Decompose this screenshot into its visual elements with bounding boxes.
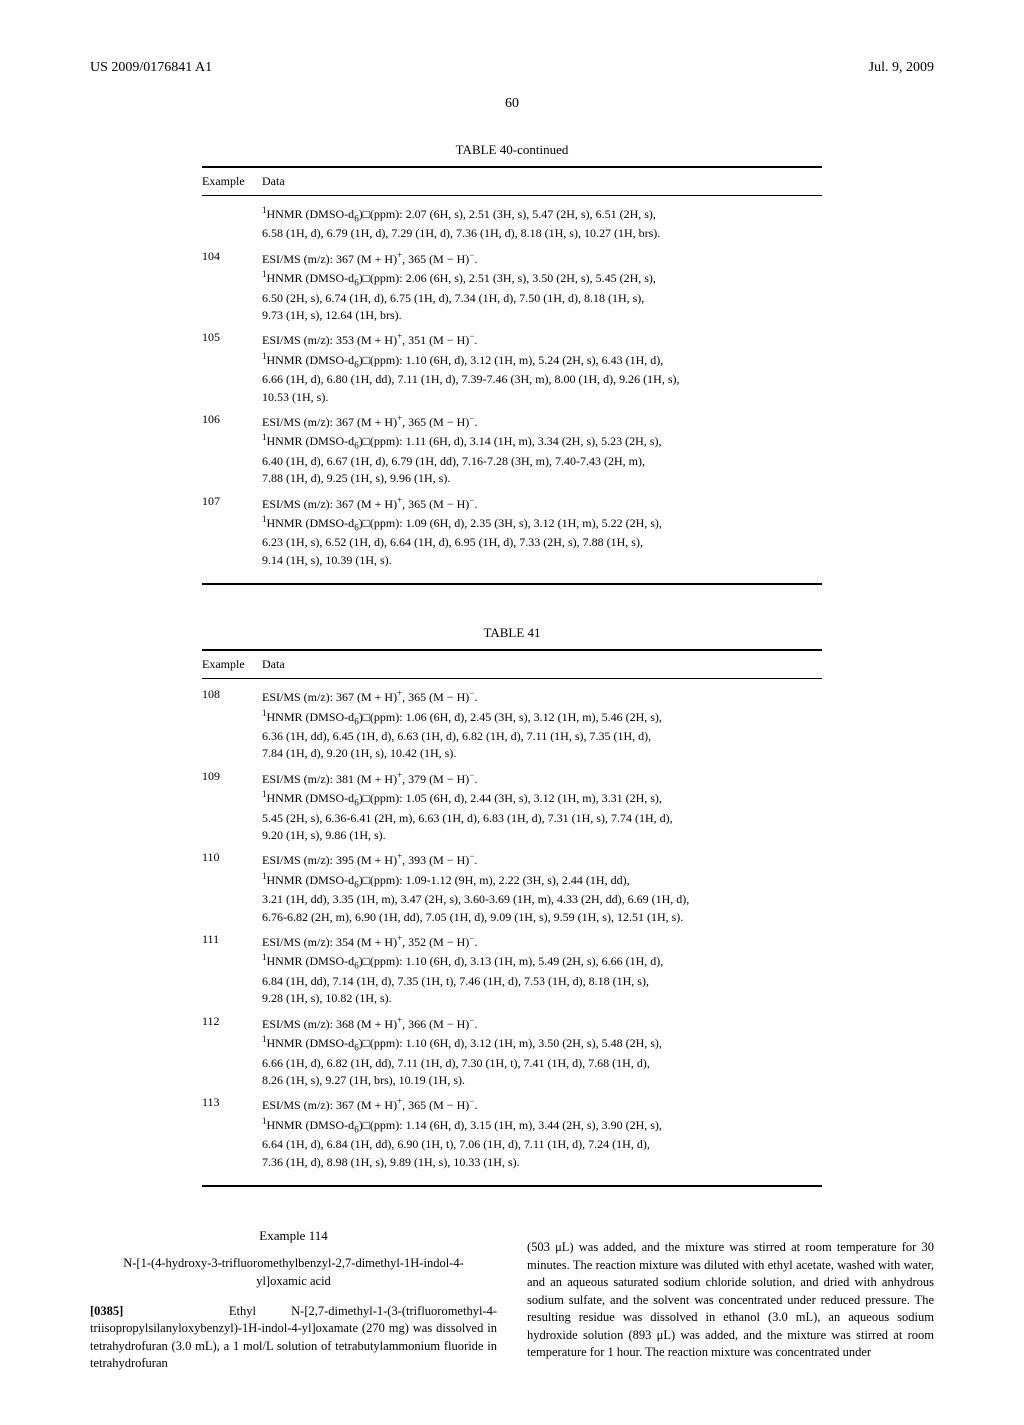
data-line: ESI/MS (m/z): 381 (M + H)+, 379 (M − H)−… — [262, 769, 822, 788]
data-line: ESI/MS (m/z): 367 (M + H)+, 365 (M − H)−… — [262, 1095, 822, 1114]
left-column: Example 114 N-[1-(4-hydroxy-3-trifluorom… — [90, 1227, 497, 1385]
data-line: 1HNMR (DMSO-d6)□(ppm): 1.10 (6H, d), 3.1… — [262, 951, 822, 972]
data-line: 9.28 (1H, s), 10.82 (1H, s). — [262, 990, 822, 1007]
data-line: 3.21 (1H, dd), 3.35 (1H, m), 3.47 (2H, s… — [262, 891, 822, 908]
right-column: (503 μL) was added, and the mixture was … — [527, 1227, 934, 1385]
table-40-head-data: Data — [262, 174, 822, 189]
publication-date: Jul. 9, 2009 — [869, 60, 934, 76]
right-column-text: (503 μL) was added, and the mixture was … — [527, 1239, 934, 1362]
page-number: 60 — [90, 96, 934, 112]
example-number: 112 — [202, 1014, 262, 1029]
table-row: 113ESI/MS (m/z): 367 (M + H)+, 365 (M − … — [202, 1095, 822, 1171]
data-cell: ESI/MS (m/z): 367 (M + H)+, 365 (M − H)−… — [262, 412, 822, 488]
data-line: 1HNMR (DMSO-d6)□(ppm): 1.10 (6H, d), 3.1… — [262, 1033, 822, 1054]
patent-number: US 2009/0176841 A1 — [90, 60, 212, 76]
data-line: 6.66 (1H, d), 6.82 (1H, dd), 7.11 (1H, d… — [262, 1055, 822, 1072]
data-line: 8.26 (1H, s), 9.27 (1H, brs), 10.19 (1H,… — [262, 1072, 822, 1089]
table-40-head-example: Example — [202, 174, 262, 189]
data-cell: ESI/MS (m/z): 367 (M + H)+, 365 (M − H)−… — [262, 687, 822, 763]
table-41-title: TABLE 41 — [202, 625, 822, 641]
body-columns: Example 114 N-[1-(4-hydroxy-3-trifluorom… — [90, 1227, 934, 1385]
example-number: 104 — [202, 249, 262, 264]
table-41-head-example: Example — [202, 657, 262, 672]
table-row: 107ESI/MS (m/z): 367 (M + H)+, 365 (M − … — [202, 494, 822, 570]
data-line: 6.23 (1H, s), 6.52 (1H, d), 6.64 (1H, d)… — [262, 534, 822, 551]
data-line: 1HNMR (DMSO-d6)□(ppm): 1.06 (6H, d), 2.4… — [262, 707, 822, 728]
example-number: 110 — [202, 850, 262, 865]
data-line: 6.58 (1H, d), 6.79 (1H, d), 7.29 (1H, d)… — [262, 225, 822, 242]
example-number: 108 — [202, 687, 262, 702]
data-line: 1HNMR (DMSO-d6)□(ppm): 2.06 (6H, s), 2.5… — [262, 268, 822, 289]
example-114-compound: N-[1-(4-hydroxy-3-trifluoromethylbenzyl-… — [90, 1255, 497, 1290]
data-line: 1HNMR (DMSO-d6)□(ppm): 1.09-1.12 (9H, m)… — [262, 870, 822, 891]
data-line: ESI/MS (m/z): 368 (M + H)+, 366 (M − H)−… — [262, 1014, 822, 1033]
table-41: TABLE 41 Example Data 108ESI/MS (m/z): 3… — [202, 625, 822, 1187]
data-cell: 1HNMR (DMSO-d6)□(ppm): 2.07 (6H, s), 2.5… — [262, 204, 822, 243]
data-line: ESI/MS (m/z): 367 (M + H)+, 365 (M − H)−… — [262, 249, 822, 268]
example-number: 106 — [202, 412, 262, 427]
example-number: 107 — [202, 494, 262, 509]
data-line: 9.14 (1H, s), 10.39 (1H, s). — [262, 552, 822, 569]
data-line: 1HNMR (DMSO-d6)□(ppm): 1.11 (6H, d), 3.1… — [262, 431, 822, 452]
paragraph-0385-text: Ethyl N-[2,7-dimethyl-1-(3-(trifluoromet… — [90, 1304, 497, 1371]
table-row: 112ESI/MS (m/z): 368 (M + H)+, 366 (M − … — [202, 1014, 822, 1090]
data-line: 1HNMR (DMSO-d6)□(ppm): 1.09 (6H, d), 2.3… — [262, 513, 822, 534]
data-line: 1HNMR (DMSO-d6)□(ppm): 2.07 (6H, s), 2.5… — [262, 204, 822, 225]
data-cell: ESI/MS (m/z): 395 (M + H)+, 393 (M − H)−… — [262, 850, 822, 926]
table-41-head-data: Data — [262, 657, 822, 672]
table-row: 111ESI/MS (m/z): 354 (M + H)+, 352 (M − … — [202, 932, 822, 1008]
paragraph-0385: [0385] Ethyl N-[2,7-dimethyl-1-(3-(trifl… — [90, 1303, 497, 1373]
data-cell: ESI/MS (m/z): 353 (M + H)+, 351 (M − H)−… — [262, 330, 822, 406]
data-line: 1HNMR (DMSO-d6)□(ppm): 1.14 (6H, d), 3.1… — [262, 1115, 822, 1136]
example-114-heading: Example 114 — [90, 1227, 497, 1245]
data-line: ESI/MS (m/z): 367 (M + H)+, 365 (M − H)−… — [262, 494, 822, 513]
table-40-continued: TABLE 40-continued Example Data 1HNMR (D… — [202, 142, 822, 585]
data-line: 6.40 (1H, d), 6.67 (1H, d), 6.79 (1H, dd… — [262, 453, 822, 470]
example-number: 109 — [202, 769, 262, 784]
data-line: 7.88 (1H, d), 9.25 (1H, s), 9.96 (1H, s)… — [262, 470, 822, 487]
example-number: 113 — [202, 1095, 262, 1110]
table-row: 110ESI/MS (m/z): 395 (M + H)+, 393 (M − … — [202, 850, 822, 926]
data-cell: ESI/MS (m/z): 368 (M + H)+, 366 (M − H)−… — [262, 1014, 822, 1090]
data-line: 6.84 (1H, dd), 7.14 (1H, d), 7.35 (1H, t… — [262, 973, 822, 990]
example-number: 111 — [202, 932, 262, 947]
table-row: 109ESI/MS (m/z): 381 (M + H)+, 379 (M − … — [202, 769, 822, 845]
data-line: 1HNMR (DMSO-d6)□(ppm): 1.10 (6H, d), 3.1… — [262, 350, 822, 371]
data-line: ESI/MS (m/z): 395 (M + H)+, 393 (M − H)−… — [262, 850, 822, 869]
data-line: 6.66 (1H, d), 6.80 (1H, dd), 7.11 (1H, d… — [262, 371, 822, 388]
table-row: 106ESI/MS (m/z): 367 (M + H)+, 365 (M − … — [202, 412, 822, 488]
data-line: 9.73 (1H, s), 12.64 (1H, brs). — [262, 307, 822, 324]
data-line: 6.64 (1H, d), 6.84 (1H, dd), 6.90 (1H, t… — [262, 1136, 822, 1153]
data-line: 7.36 (1H, d), 8.98 (1H, s), 9.89 (1H, s)… — [262, 1154, 822, 1171]
data-cell: ESI/MS (m/z): 367 (M + H)+, 365 (M − H)−… — [262, 1095, 822, 1171]
data-line: 6.50 (2H, s), 6.74 (1H, d), 6.75 (1H, d)… — [262, 290, 822, 307]
table-40-title: TABLE 40-continued — [202, 142, 822, 158]
data-line: ESI/MS (m/z): 354 (M + H)+, 352 (M − H)−… — [262, 932, 822, 951]
data-line: 10.53 (1H, s). — [262, 389, 822, 406]
data-line: 9.20 (1H, s), 9.86 (1H, s). — [262, 827, 822, 844]
data-line: 7.84 (1H, d), 9.20 (1H, s), 10.42 (1H, s… — [262, 745, 822, 762]
data-line: 6.76-6.82 (2H, m), 6.90 (1H, dd), 7.05 (… — [262, 909, 822, 926]
data-cell: ESI/MS (m/z): 381 (M + H)+, 379 (M − H)−… — [262, 769, 822, 845]
data-cell: ESI/MS (m/z): 354 (M + H)+, 352 (M − H)−… — [262, 932, 822, 1008]
table-row: 108ESI/MS (m/z): 367 (M + H)+, 365 (M − … — [202, 687, 822, 763]
data-line: 1HNMR (DMSO-d6)□(ppm): 1.05 (6H, d), 2.4… — [262, 788, 822, 809]
data-line: ESI/MS (m/z): 353 (M + H)+, 351 (M − H)−… — [262, 330, 822, 349]
data-line: 6.36 (1H, dd), 6.45 (1H, d), 6.63 (1H, d… — [262, 728, 822, 745]
paragraph-number: [0385] — [90, 1304, 123, 1318]
data-line: ESI/MS (m/z): 367 (M + H)+, 365 (M − H)−… — [262, 412, 822, 431]
data-line: ESI/MS (m/z): 367 (M + H)+, 365 (M − H)−… — [262, 687, 822, 706]
data-line: 5.45 (2H, s), 6.36-6.41 (2H, m), 6.63 (1… — [262, 810, 822, 827]
table-row: 104ESI/MS (m/z): 367 (M + H)+, 365 (M − … — [202, 249, 822, 325]
table-row: 1HNMR (DMSO-d6)□(ppm): 2.07 (6H, s), 2.5… — [202, 204, 822, 243]
data-cell: ESI/MS (m/z): 367 (M + H)+, 365 (M − H)−… — [262, 494, 822, 570]
data-cell: ESI/MS (m/z): 367 (M + H)+, 365 (M − H)−… — [262, 249, 822, 325]
table-row: 105ESI/MS (m/z): 353 (M + H)+, 351 (M − … — [202, 330, 822, 406]
example-number: 105 — [202, 330, 262, 345]
